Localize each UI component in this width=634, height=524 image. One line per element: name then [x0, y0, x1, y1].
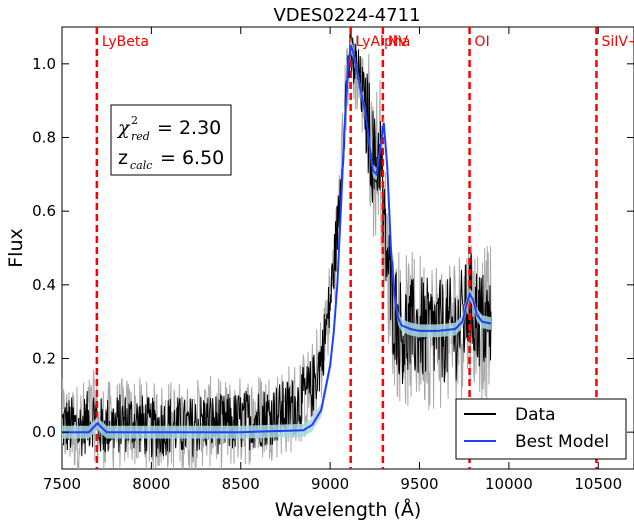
chart-title: VDES0224-4711 — [273, 5, 420, 26]
redshift-symbol: z — [118, 147, 128, 169]
x-axis-label: Wavelength (Å) — [275, 498, 422, 521]
x-tick-label: 10000 — [485, 475, 533, 493]
legend-label-data: Data — [515, 405, 556, 425]
x-tick-label: 8500 — [222, 475, 260, 493]
chi-square-subscript: red — [131, 130, 150, 143]
y-tick-label: 0.0 — [32, 423, 56, 441]
fit-annotation-box: χ 2 red = 2.30 z calc = 6.50 — [110, 104, 232, 176]
chi-square-value: = 2.30 — [157, 117, 221, 139]
x-tick-label: 8000 — [132, 475, 170, 493]
y-tick-label: 0.6 — [32, 202, 56, 220]
x-tick-label: 9000 — [311, 475, 349, 493]
chi-square-symbol: χ — [116, 117, 131, 139]
x-tick-label: 10500 — [574, 475, 622, 493]
x-tick-label: 7500 — [43, 475, 81, 493]
emission-line-label-3: OI — [475, 34, 490, 50]
y-tick-label: 0.8 — [32, 129, 56, 147]
y-axis-label: Flux — [5, 228, 27, 268]
redshift-subscript: calc — [130, 159, 152, 172]
emission-line-label-0: LyBeta — [102, 34, 149, 50]
y-tick-label: 1.0 — [32, 55, 56, 73]
legend-label-model: Best Model — [515, 432, 609, 452]
plot-area — [62, 27, 598, 469]
emission-line-label-2: NV — [388, 34, 408, 50]
x-tick-label: 9500 — [400, 475, 438, 493]
legend: Data Best Model — [455, 398, 627, 460]
y-tick-label: 0.4 — [32, 276, 56, 294]
redshift-value: = 6.50 — [160, 147, 224, 169]
series-best-model-line — [62, 45, 492, 434]
emission-line-label-4: SiIV+OIV — [601, 34, 634, 50]
chi-square-superscript: 2 — [131, 114, 138, 127]
emission-line-label-1: LyAlpha — [356, 34, 411, 50]
plot-frame — [61, 26, 634, 470]
y-tick-label: 0.2 — [32, 350, 56, 368]
